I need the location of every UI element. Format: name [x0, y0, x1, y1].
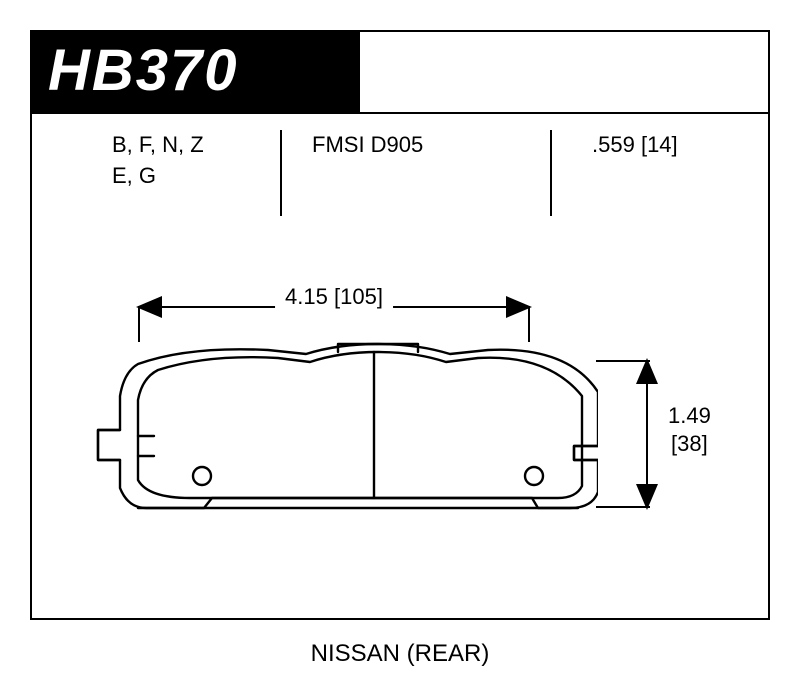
arrow-left-icon — [136, 296, 162, 318]
height-dim-label: 1.49 [38] — [668, 402, 711, 457]
pad-ear-right — [574, 446, 598, 460]
spec-divider-1 — [280, 130, 282, 216]
part-number: HB370 — [48, 38, 239, 103]
header-divider — [30, 112, 770, 114]
width-dimension: 4.15 [105] — [138, 288, 530, 328]
height-in: 1.49 — [668, 402, 711, 430]
width-dim-label: 4.15 [105] — [275, 284, 393, 310]
spec-divider-2 — [550, 130, 552, 216]
width-mm: 105 — [340, 284, 377, 309]
height-mm-wrap: [38] — [668, 430, 711, 458]
compound-codes: B, F, N, Z E, G — [112, 130, 204, 192]
part-number-header: HB370 — [30, 30, 360, 112]
thickness-mm: 14 — [647, 132, 671, 157]
thickness-in: .559 — [592, 132, 635, 157]
height-dimension — [628, 360, 668, 508]
compound-codes-line1: B, F, N, Z — [112, 130, 204, 161]
width-in: 4.15 — [285, 284, 328, 309]
fmsi-code: FMSI D905 — [312, 130, 423, 161]
compound-codes-line2: E, G — [112, 161, 204, 192]
vehicle-application: NISSAN (REAR) — [0, 640, 800, 668]
height-mm: 38 — [677, 431, 701, 456]
arrow-up-icon — [636, 358, 658, 384]
thickness-spec: .559 [14] — [592, 130, 678, 161]
pad-ear-left — [98, 430, 120, 460]
pad-hole-left — [193, 467, 211, 485]
pad-body-path — [98, 344, 598, 508]
brake-pad-outline — [78, 340, 598, 540]
arrow-right-icon — [506, 296, 532, 318]
arrow-down-icon — [636, 484, 658, 510]
pad-hole-right — [525, 467, 543, 485]
pad-friction-path — [138, 352, 582, 498]
